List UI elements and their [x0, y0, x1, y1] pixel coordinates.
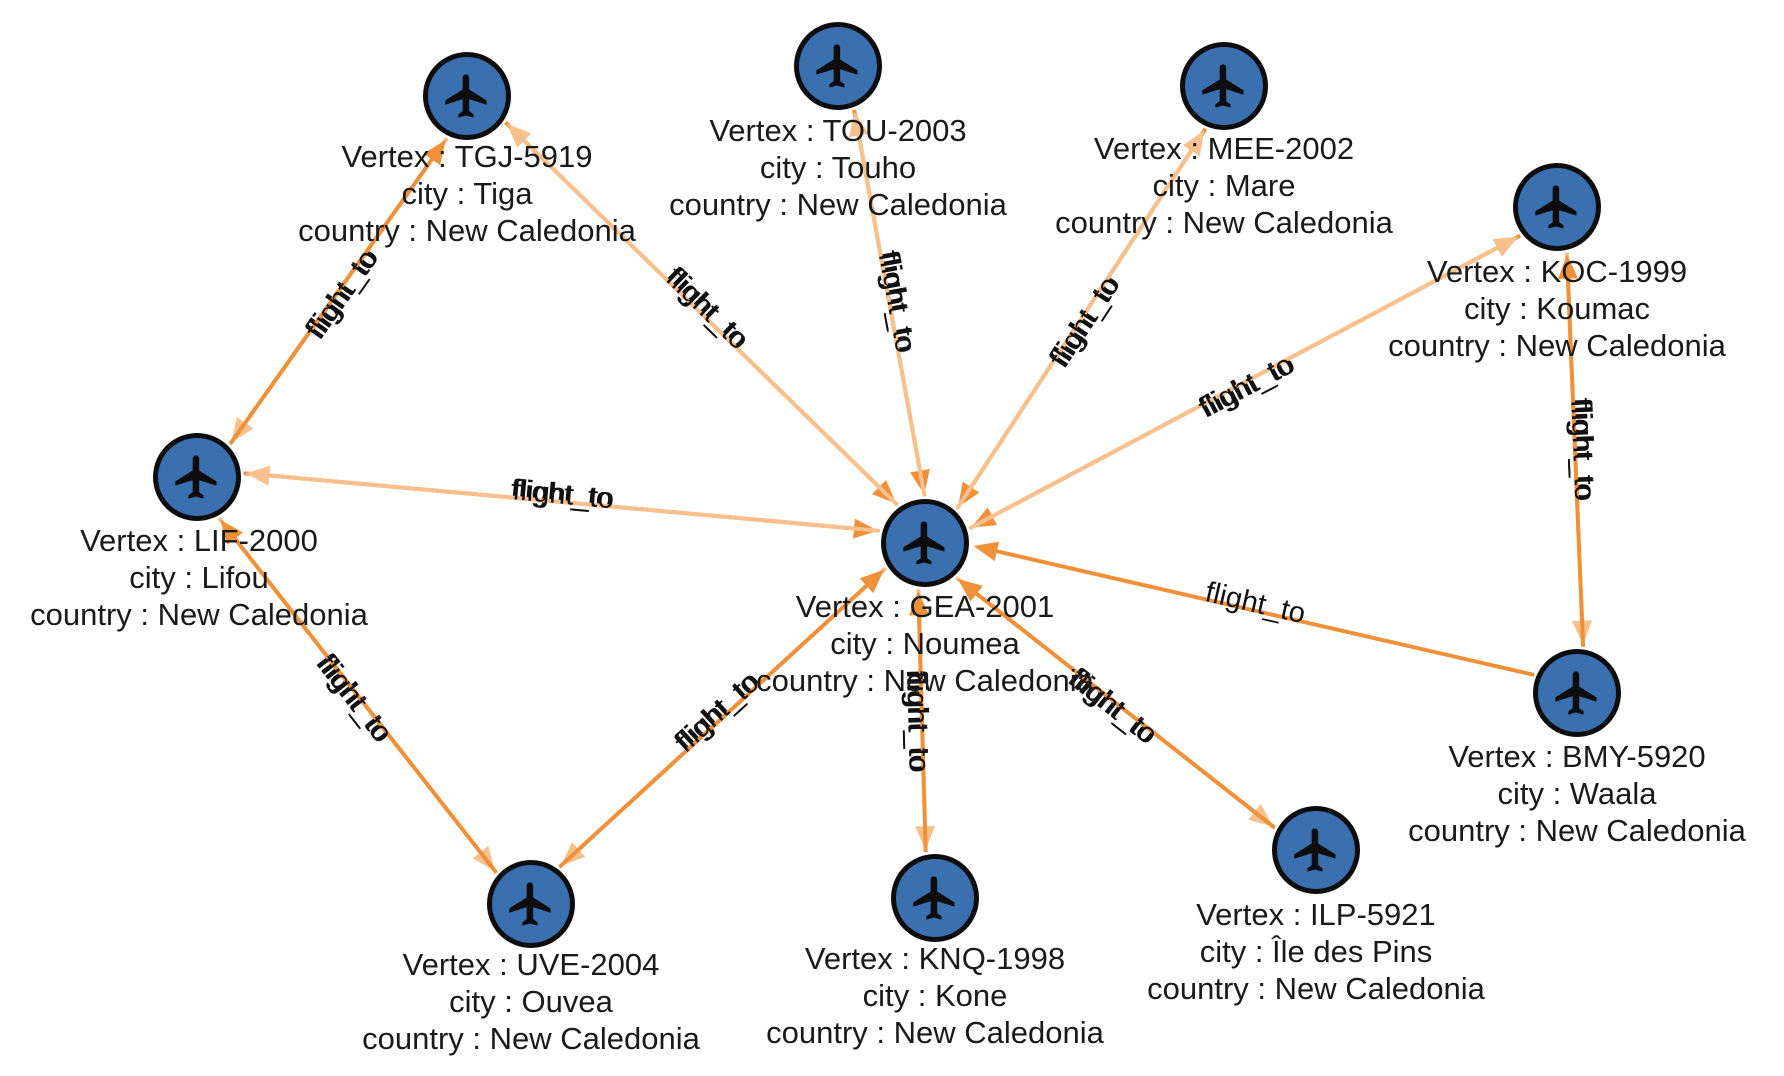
vertex-vertex-text: Vertex : GEA-2001 — [796, 589, 1054, 624]
vertex-vertex-text: Vertex : TGJ-5919 — [342, 139, 593, 174]
vertex-LIF-2000[interactable]: Vertex : LIF-2000 city : Lifou country : N… — [30, 433, 369, 632]
edge-label: flight_to — [299, 244, 384, 345]
nodes-layer: Vertex : GEA-2001 city : Noumea country : … — [30, 22, 1747, 1056]
arrowhead — [957, 578, 983, 602]
vertex-vertex-text: Vertex : KOC-1999 — [1427, 254, 1687, 289]
edge-label: flight_to — [872, 250, 922, 356]
vertex-city-text: city : Noumea — [830, 626, 1020, 661]
edge-label: flight_to — [1043, 271, 1125, 374]
arrowhead — [973, 541, 1000, 562]
vertex-label: Vertex : UVE-2004 city : Ouvea country : N… — [362, 947, 700, 1056]
vertex-city-text: city : Koumac — [1464, 291, 1650, 326]
edge-line — [558, 584, 868, 869]
vertex-country-text: country : New Caledonia — [362, 1021, 700, 1056]
edge-line — [1565, 278, 1586, 647]
edge-label: flight_to — [900, 671, 935, 773]
vertex-TGJ-5919[interactable]: Vertex : TGJ-5919 city : Tiga country : Ne… — [298, 52, 637, 248]
arrowhead — [859, 569, 885, 594]
vertex-city-text: city : Ouvea — [449, 984, 613, 1019]
arrowhead — [506, 123, 532, 148]
edge-GEA-2001-to-LIF-2000[interactable]: flight_to — [245, 465, 881, 533]
vertex-country-text: country : New Caledonia — [1147, 971, 1485, 1006]
vertex-UVE-2004[interactable]: Vertex : UVE-2004 city : Ouvea country : N… — [362, 860, 701, 1056]
vertex-vertex-text: Vertex : BMY-5920 — [1448, 739, 1705, 774]
vertex-vertex-text: Vertex : LIF-2000 — [80, 523, 318, 558]
vertex-country-text: country : New Caledonia — [669, 187, 1007, 222]
vertex-label: Vertex : KNQ-1998 city : Kone country : Ne… — [766, 941, 1104, 1050]
vertex-country-text: country : New Caledonia — [298, 213, 636, 248]
edge-label: flight_to — [1564, 397, 1600, 500]
vertex-vertex-text: Vertex : TOU-2003 — [709, 113, 966, 148]
vertex-vertex-text: Vertex : UVE-2004 — [403, 947, 660, 982]
edge-line — [522, 139, 900, 507]
edge-label: flight_to — [669, 667, 766, 759]
vertex-country-text: country : New Caledonia — [1388, 328, 1726, 363]
vertex-country-text: country : New Caledonia — [30, 597, 368, 632]
vertex-country-text: country : New Caledonia — [766, 1015, 1104, 1050]
edge-line — [955, 149, 1193, 510]
arrowhead — [423, 139, 446, 166]
edge-line — [269, 473, 881, 533]
vertex-label: Vertex : ILP-5921 city : Île des Pins coun… — [1147, 897, 1485, 1006]
edge-BMY-5920-to-KOC-1999[interactable]: flight_to — [1557, 254, 1600, 647]
arrowhead — [245, 465, 271, 486]
edge-line — [233, 537, 498, 874]
vertex-city-text: city : Île des Pins — [1200, 934, 1433, 969]
vertex-KOC-1999[interactable]: Vertex : KOC-1999 city : Koumac country : … — [1388, 163, 1727, 363]
arrowhead — [848, 111, 869, 138]
vertex-city-text: city : Touho — [760, 150, 916, 185]
edge-label: flight_to — [660, 262, 755, 356]
edge-line — [917, 615, 928, 853]
vertex-label: Vertex : GEA-2001 city : Noumea country : … — [756, 589, 1094, 698]
edge-label: flight_to — [511, 474, 615, 515]
edge-label: flight_to — [311, 649, 399, 749]
vertex-city-text: city : Kone — [863, 978, 1008, 1013]
vertex-label: Vertex : LIF-2000 city : Lifou country : N… — [30, 523, 368, 632]
vertex-country-text: country : New Caledonia — [1408, 813, 1746, 848]
vertex-label: Vertex : TGJ-5919 city : Tiga country : Ne… — [298, 139, 636, 248]
edge-label: flight_to — [1564, 399, 1600, 502]
edge-label: flight_to — [900, 669, 935, 771]
arrowhead — [1557, 254, 1578, 280]
edge-line — [856, 135, 927, 497]
edge-label: flight_to — [1194, 349, 1299, 425]
vertex-country-text: country : New Caledonia — [756, 663, 1094, 698]
arrowhead — [909, 591, 930, 616]
vertex-vertex-text: Vertex : ILP-5921 — [1196, 897, 1436, 932]
arrowhead — [220, 519, 243, 545]
arrowhead — [1182, 130, 1205, 157]
vertex-GEA-2001[interactable]: Vertex : GEA-2001 city : Noumea country : … — [756, 499, 1095, 698]
vertex-label: Vertex : KOC-1999 city : Koumac country : … — [1388, 254, 1726, 363]
vertex-label: Vertex : TOU-2003 city : Touho country : N… — [669, 113, 1007, 222]
vertex-vertex-text: Vertex : MEE-2002 — [1094, 131, 1354, 166]
vertex-ILP-5921[interactable]: Vertex : ILP-5921 city : Île des Pins coun… — [1147, 806, 1486, 1006]
vertex-country-text: country : New Caledonia — [1055, 205, 1393, 240]
edge-line — [228, 158, 434, 446]
vertex-TOU-2003[interactable]: Vertex : TOU-2003 city : Touho country : N… — [669, 22, 1008, 222]
edge-line — [975, 592, 1277, 830]
vertex-city-text: city : Tiga — [402, 176, 534, 211]
edge-line — [968, 246, 1499, 531]
edge-label: flight_to — [1202, 576, 1308, 630]
vertex-city-text: city : Lifou — [129, 560, 269, 595]
vertex-label: Vertex : BMY-5920 city : Waala country : N… — [1408, 739, 1746, 848]
arrowhead — [1492, 236, 1519, 257]
vertex-city-text: city : Waala — [1497, 776, 1657, 811]
edge-KNQ-1998-to-GEA-2001[interactable]: flight_to — [900, 591, 935, 853]
vertex-city-text: city : Mare — [1153, 168, 1296, 203]
vertex-label: Vertex : MEE-2002 city : Mare country : Ne… — [1055, 131, 1393, 240]
edge-line — [996, 549, 1535, 677]
vertex-MEE-2002[interactable]: Vertex : MEE-2002 city : Mare country : Ne… — [1055, 42, 1394, 240]
vertex-KNQ-1998[interactable]: Vertex : KNQ-1998 city : Kone country : Ne… — [766, 854, 1105, 1050]
vertex-vertex-text: Vertex : KNQ-1998 — [805, 941, 1065, 976]
vertex-BMY-5920[interactable]: Vertex : BMY-5920 city : Waala country : N… — [1408, 649, 1747, 848]
